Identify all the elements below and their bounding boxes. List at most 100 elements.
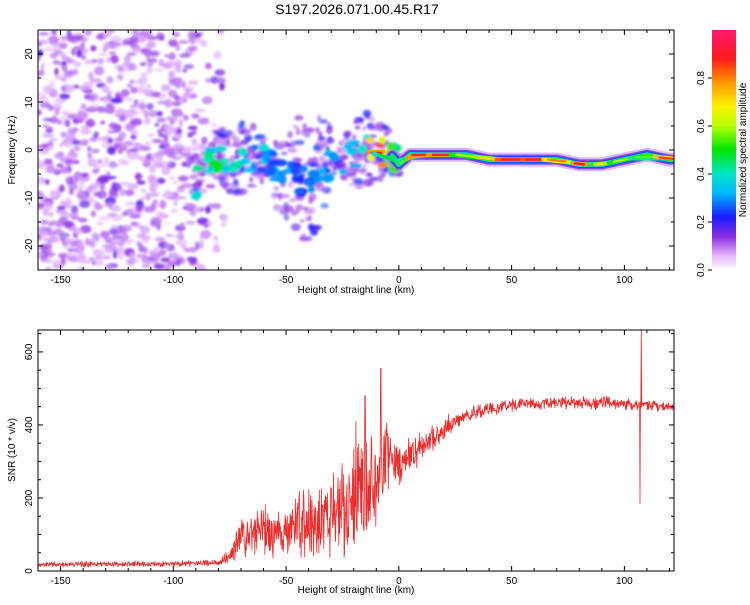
noise-blob xyxy=(76,48,83,58)
structure-blob xyxy=(377,174,384,182)
structure-blob xyxy=(301,131,311,136)
structure-blob xyxy=(373,124,383,131)
noise-blob xyxy=(75,254,87,263)
structure-blob xyxy=(249,184,258,188)
core-blob xyxy=(258,144,270,152)
noise-blob xyxy=(210,122,217,129)
noise-blob xyxy=(129,35,139,45)
spectrogram-x-tick-label: 100 xyxy=(616,275,633,286)
noise-blob xyxy=(150,153,157,159)
structure-blob xyxy=(226,188,235,195)
noise-blob xyxy=(80,128,92,135)
structure-blob xyxy=(340,154,349,161)
noise-blob xyxy=(219,82,225,91)
spectrogram-y-ticks: -20 -10 0 10 20 xyxy=(24,29,674,271)
noise-blob xyxy=(104,108,115,114)
colorbar-gradient xyxy=(712,30,736,270)
noise-blob xyxy=(121,211,128,217)
structure-blob xyxy=(256,150,263,155)
noise-blob xyxy=(168,39,178,47)
structure-blob xyxy=(219,181,230,188)
noise-blob xyxy=(110,98,122,104)
snr-panel: -150 -100 -50 0 50 100 0 200 400 600 Height of s… xyxy=(7,329,675,596)
noise-blob xyxy=(114,108,126,115)
noise-blob xyxy=(163,148,175,156)
noise-blob xyxy=(199,234,210,241)
noise-blob xyxy=(61,111,70,116)
ridge-hot-inner xyxy=(573,162,586,166)
structure-blob xyxy=(244,130,251,137)
noise-blob xyxy=(96,106,106,113)
noise-blob xyxy=(146,103,154,110)
noise-blob xyxy=(177,175,189,182)
noise-blob xyxy=(179,53,191,58)
noise-blob xyxy=(41,63,46,67)
spectrogram-y-tick-label: 0 xyxy=(24,147,35,153)
noise-blob xyxy=(74,31,82,36)
noise-blob xyxy=(90,45,97,52)
core-blob xyxy=(375,143,385,148)
spectrogram-y-tick-label: 10 xyxy=(24,96,35,108)
structure-blob xyxy=(272,193,283,197)
colorbar-tick-label: 0.8 xyxy=(696,71,707,85)
structure-blob xyxy=(283,213,290,221)
noise-blob xyxy=(103,31,110,39)
ridge-hot-inner xyxy=(596,162,608,166)
structure-blob xyxy=(247,148,252,155)
noise-blob xyxy=(149,50,160,57)
noise-blob xyxy=(91,261,96,266)
noise-blob xyxy=(191,113,200,119)
noise-blob xyxy=(135,204,146,209)
noise-blob xyxy=(44,47,53,52)
core-blob xyxy=(325,150,332,156)
noise-blob xyxy=(133,99,139,106)
noise-blob xyxy=(181,81,186,89)
noise-blob xyxy=(45,129,54,134)
noise-blob xyxy=(130,221,139,227)
noise-blob xyxy=(47,239,52,249)
structure-blob xyxy=(321,186,332,194)
noise-blob xyxy=(143,206,156,213)
snr-x-ticks: -150 -100 -50 0 50 100 xyxy=(37,330,670,587)
noise-blob xyxy=(80,139,86,144)
noise-blob xyxy=(197,240,205,250)
structure-blob xyxy=(292,124,299,129)
spectrogram-x-ticks: -150 -100 -50 0 50 100 xyxy=(37,30,670,286)
noise-blob xyxy=(91,232,99,241)
structure-blob xyxy=(233,189,240,194)
noise-blob xyxy=(186,203,196,210)
structure-blob xyxy=(219,127,226,136)
noise-blob xyxy=(38,157,42,165)
structure-blob xyxy=(366,172,373,177)
noise-blob xyxy=(124,189,135,196)
noise-blob xyxy=(38,236,43,241)
noise-blob xyxy=(172,191,179,198)
snr-x-tick-label: 50 xyxy=(506,576,518,587)
noise-blob xyxy=(71,139,82,146)
noise-blob xyxy=(141,88,151,94)
noise-blob xyxy=(194,241,200,251)
noise-blob xyxy=(88,104,100,109)
snr-marks xyxy=(38,330,674,568)
snr-x-tick-label: -150 xyxy=(51,576,71,587)
core-blob xyxy=(238,158,252,165)
noise-blob xyxy=(143,247,148,255)
noise-blob xyxy=(140,62,147,67)
noise-blob xyxy=(136,99,146,104)
noise-blob xyxy=(147,62,154,68)
noise-blob xyxy=(176,187,186,193)
structure-blob xyxy=(273,185,280,191)
noise-blob xyxy=(59,52,67,58)
noise-blob xyxy=(93,201,100,210)
spectrogram-x-label: Height of straight line (km) xyxy=(298,285,415,296)
snr-x-tick-label: 100 xyxy=(616,576,633,587)
noise-blob xyxy=(76,111,89,120)
structure-blob xyxy=(324,140,331,145)
noise-blob xyxy=(53,98,64,106)
colorbar-tick-label: 0.0 xyxy=(696,263,707,277)
noise-blob xyxy=(56,151,65,158)
noise-blob xyxy=(80,39,85,46)
noise-blob xyxy=(191,142,200,149)
core-blob xyxy=(293,189,305,195)
